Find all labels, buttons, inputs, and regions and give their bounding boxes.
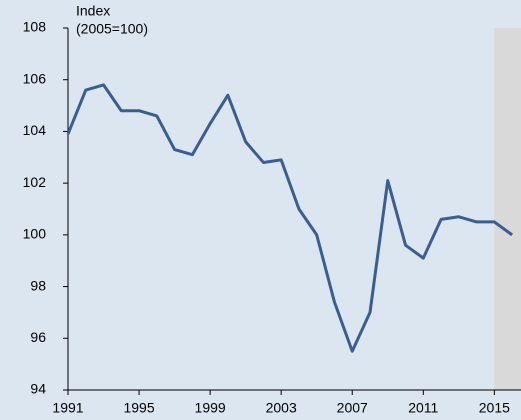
y-tick-label: 106 (23, 70, 47, 86)
y-tick-label: 100 (23, 226, 47, 242)
y-tick-label: 102 (23, 174, 47, 190)
x-tick-label: 2011 (408, 400, 438, 416)
x-tick-label: 2015 (479, 400, 510, 416)
y-tick-label: 98 (30, 277, 46, 293)
y-tick-label: 108 (23, 19, 47, 35)
y-tick-label: 96 (30, 329, 46, 345)
y-tick-label: 94 (30, 381, 46, 397)
x-tick-label: 2007 (337, 400, 368, 416)
x-tick-label: 1995 (123, 400, 154, 416)
x-tick-label: 1999 (195, 400, 226, 416)
line (66, 83, 514, 353)
x-tick-label: 2003 (266, 400, 297, 416)
x-tick-label: 1991 (52, 400, 83, 416)
shaded-region (494, 28, 521, 390)
y-tick-label: 104 (23, 122, 47, 138)
annotation: (2005=100) (76, 21, 148, 37)
annotation: Index (76, 3, 110, 19)
